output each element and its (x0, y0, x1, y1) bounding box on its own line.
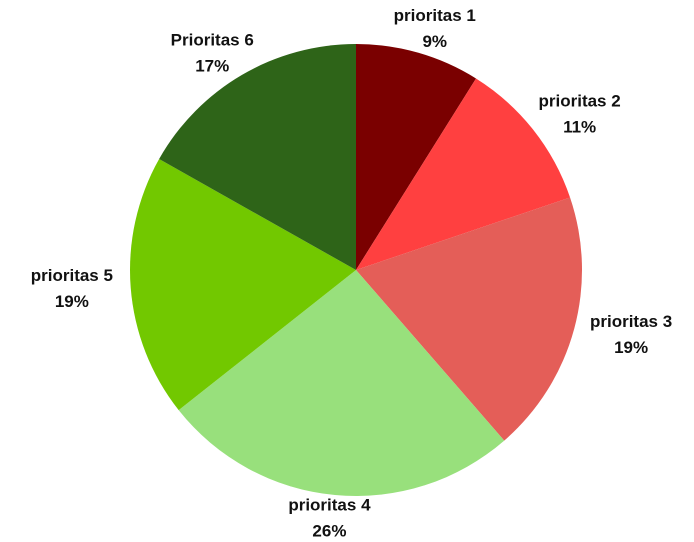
slice-label: prioritas 2 (539, 91, 621, 110)
slice-label: prioritas 4 (288, 495, 371, 514)
slice-label: prioritas 5 (31, 266, 113, 285)
slice-value-label: 26% (312, 521, 346, 540)
slice-value-label: 17% (195, 57, 229, 76)
pie-slice (356, 197, 582, 441)
slice-value-label: 19% (614, 338, 648, 357)
pie-slice (130, 159, 356, 411)
slice-value-label: 19% (55, 292, 89, 311)
pie-slice (159, 44, 356, 270)
slice-label: Prioritas 6 (171, 31, 254, 50)
slice-label: prioritas 3 (590, 312, 672, 331)
pie-slice (356, 78, 571, 271)
slice-value-label: 9% (422, 32, 447, 51)
pie-slice (178, 270, 505, 497)
pie-slice (356, 44, 477, 270)
slice-value-label: 11% (563, 117, 596, 136)
slice-label: prioritas 1 (394, 6, 476, 25)
